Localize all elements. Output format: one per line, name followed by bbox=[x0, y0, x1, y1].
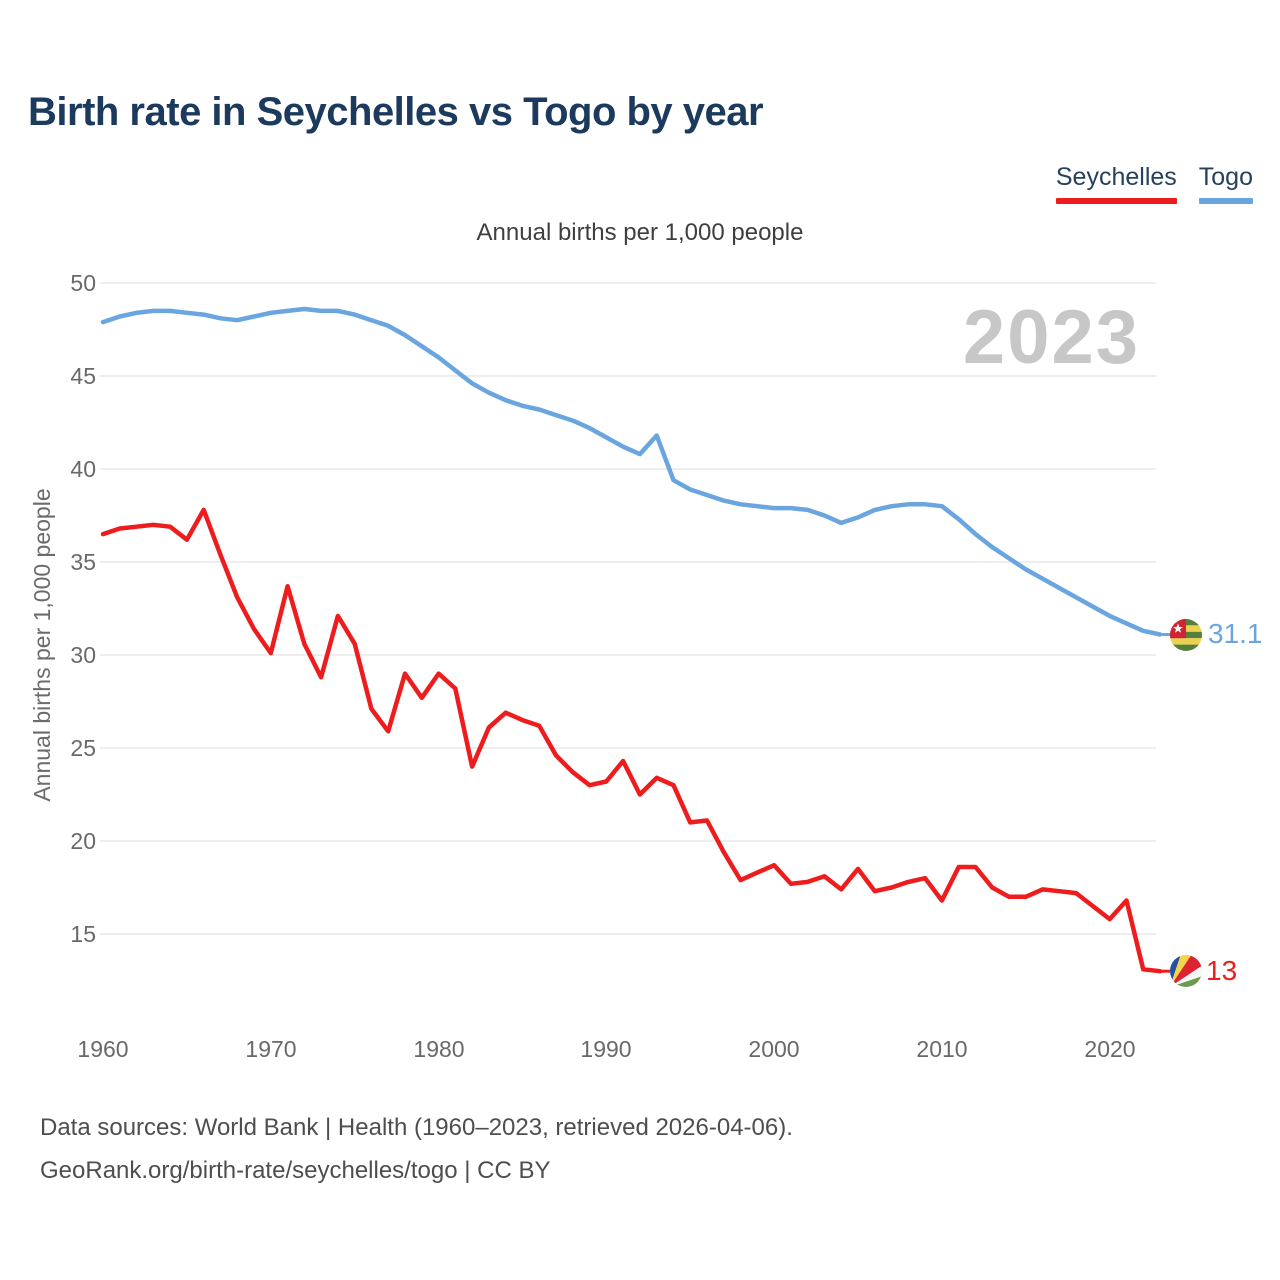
y-tick-label: 20 bbox=[70, 828, 96, 854]
x-tick-label: 1960 bbox=[77, 1036, 129, 1062]
footer-url-line: GeoRank.org/birth-rate/seychelles/togo |… bbox=[40, 1157, 551, 1184]
y-tick-label: 40 bbox=[70, 456, 96, 482]
x-tick-label: 1970 bbox=[245, 1036, 297, 1062]
x-tick-label: 2000 bbox=[748, 1036, 800, 1062]
y-tick-label: 35 bbox=[70, 549, 96, 575]
end-label-togo: 31.1 bbox=[1208, 618, 1263, 649]
footer: Data sources: World Bank | Health (1960–… bbox=[40, 1106, 793, 1192]
y-axis-title: Annual births per 1,000 people bbox=[29, 488, 55, 802]
y-tick-label: 30 bbox=[70, 642, 96, 668]
y-tick-label: 45 bbox=[70, 363, 96, 389]
togo-flag-icon bbox=[1170, 619, 1202, 651]
chart-subtitle: Annual births per 1,000 people bbox=[476, 219, 804, 246]
x-tick-label: 1990 bbox=[580, 1036, 632, 1062]
footer-source-line: Data sources: World Bank | Health (1960–… bbox=[40, 1114, 793, 1141]
x-tick-label: 2010 bbox=[916, 1036, 968, 1062]
y-tick-label: 15 bbox=[70, 921, 96, 947]
series-line-togo bbox=[100, 306, 1163, 637]
legend-label-togo: Togo bbox=[1198, 163, 1253, 191]
legend: Seychelles Togo bbox=[1055, 163, 1253, 204]
legend-item-togo[interactable]: Togo bbox=[1198, 163, 1253, 204]
year-watermark: 2023 bbox=[962, 295, 1140, 380]
legend-item-seychelles[interactable]: Seychelles bbox=[1055, 163, 1177, 204]
end-label-seychelles: 13 bbox=[1206, 955, 1238, 986]
y-tick-label: 25 bbox=[70, 735, 96, 761]
x-tick-label: 1980 bbox=[413, 1036, 465, 1062]
legend-underline-seychelles bbox=[1055, 198, 1177, 204]
series-line-seychelles bbox=[100, 507, 1163, 974]
page-title: Birth rate in Seychelles vs Togo by year bbox=[28, 90, 764, 134]
seychelles-flag-icon bbox=[1170, 955, 1202, 987]
x-tick-label: 2020 bbox=[1084, 1036, 1136, 1062]
legend-label-seychelles: Seychelles bbox=[1055, 163, 1177, 191]
y-tick-label: 50 bbox=[70, 270, 96, 296]
legend-underline-togo bbox=[1198, 198, 1253, 204]
